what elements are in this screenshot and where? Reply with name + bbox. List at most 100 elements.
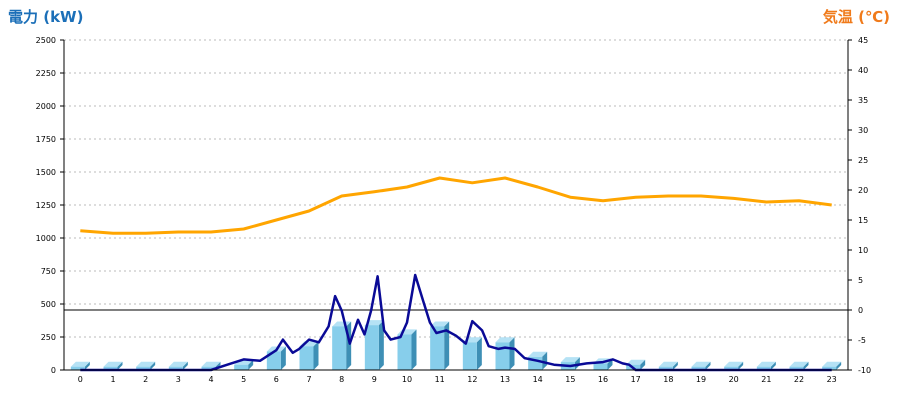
left-tick-label: 750 — [41, 267, 56, 276]
x-tick-label: 18 — [663, 375, 673, 384]
x-tick-label: 6 — [274, 375, 279, 384]
bar-top — [70, 361, 90, 367]
x-tick-label: 17 — [631, 375, 641, 384]
bar-top — [168, 361, 188, 367]
bar — [364, 325, 379, 370]
right-tick-label: 45 — [858, 36, 868, 45]
bar-side — [803, 361, 809, 370]
left-axis-title: 電力 (kW) — [8, 8, 84, 26]
bar-top — [430, 321, 450, 327]
bar — [299, 346, 314, 370]
left-tick-label: 1750 — [36, 135, 56, 144]
bar-side — [607, 358, 613, 370]
x-tick-label: 19 — [696, 375, 706, 384]
x-tick-label: 21 — [761, 375, 771, 384]
left-tick-label: 250 — [41, 333, 56, 342]
left-tick-label: 2500 — [36, 36, 56, 45]
x-tick-label: 7 — [306, 375, 311, 384]
bar — [332, 326, 347, 370]
right-tick-label: 10 — [858, 246, 868, 255]
right-tick-label: 25 — [858, 156, 868, 165]
right-tick-label: -5 — [858, 336, 866, 345]
x-tick-label: 15 — [565, 375, 575, 384]
right-tick-label: 40 — [858, 66, 868, 75]
x-tick-label: 2 — [143, 375, 148, 384]
bar-side — [640, 359, 646, 370]
x-tick-label: 23 — [827, 375, 837, 384]
x-tick-label: 13 — [500, 375, 510, 384]
bar-top — [626, 359, 646, 365]
right-tick-label: 20 — [858, 186, 868, 195]
bar-side — [117, 361, 123, 370]
x-tick-label: 20 — [729, 375, 739, 384]
bar-side — [84, 361, 90, 370]
right-tick-label: 30 — [858, 126, 868, 135]
bar-side — [509, 337, 515, 370]
x-tick-label: 16 — [598, 375, 608, 384]
bar — [266, 351, 281, 370]
bar-side — [182, 361, 188, 370]
left-tick-label: 500 — [41, 300, 56, 309]
bar-side — [574, 357, 580, 370]
bar — [103, 366, 118, 370]
x-tick-label: 8 — [339, 375, 344, 384]
bar-side — [378, 320, 384, 370]
bar — [789, 366, 804, 370]
right-tick-label: 35 — [858, 96, 868, 105]
bar-top — [560, 357, 580, 363]
bar-top — [789, 361, 809, 367]
bar — [201, 366, 216, 370]
left-tick-label: 1000 — [36, 234, 56, 243]
right-axis-title: 気温 (℃) — [822, 8, 890, 26]
bar-top — [756, 361, 776, 367]
x-tick-label: 14 — [533, 375, 543, 384]
bar — [495, 342, 510, 370]
bar — [234, 364, 249, 370]
bar — [691, 366, 706, 370]
left-tick-label: 1250 — [36, 201, 56, 210]
x-tick-label: 10 — [402, 375, 412, 384]
bar-side — [411, 329, 417, 370]
right-tick-label: 5 — [858, 276, 863, 285]
bar — [70, 366, 85, 370]
left-tick-label: 1500 — [36, 168, 56, 177]
bar-side — [444, 321, 450, 370]
bar-side — [150, 361, 156, 370]
x-tick-label: 12 — [467, 375, 477, 384]
bar — [430, 326, 445, 370]
bar-side — [476, 337, 482, 370]
left-tick-label: 2000 — [36, 102, 56, 111]
bar-top — [691, 361, 711, 367]
bar-side — [542, 351, 548, 370]
bar-side — [705, 361, 711, 370]
bar-top — [822, 361, 842, 367]
bar-side — [672, 361, 678, 370]
bar — [822, 366, 837, 370]
temperature-series-line — [80, 176, 832, 235]
bar-top — [528, 351, 548, 357]
bar — [397, 334, 412, 370]
right-tick-label: -10 — [858, 366, 871, 375]
x-tick-label: 4 — [208, 375, 213, 384]
bar — [756, 366, 771, 370]
bar — [462, 342, 477, 370]
right-tick-label: 15 — [858, 216, 868, 225]
bar-top — [136, 361, 156, 367]
bar-top — [364, 320, 384, 326]
bar-top — [724, 361, 744, 367]
x-tick-label: 0 — [78, 375, 83, 384]
bar-side — [738, 361, 744, 370]
bar-top — [495, 337, 515, 343]
bar-side — [248, 359, 254, 370]
bar-top — [201, 361, 221, 367]
left-tick-label: 0 — [51, 366, 56, 375]
bar — [593, 363, 608, 370]
bar-side — [770, 361, 776, 370]
x-tick-label: 9 — [372, 375, 377, 384]
power-series-line — [80, 273, 832, 372]
bar-side — [280, 346, 286, 370]
x-tick-label: 22 — [794, 375, 804, 384]
x-tick-label: 3 — [176, 375, 181, 384]
x-tick-label: 1 — [110, 375, 115, 384]
